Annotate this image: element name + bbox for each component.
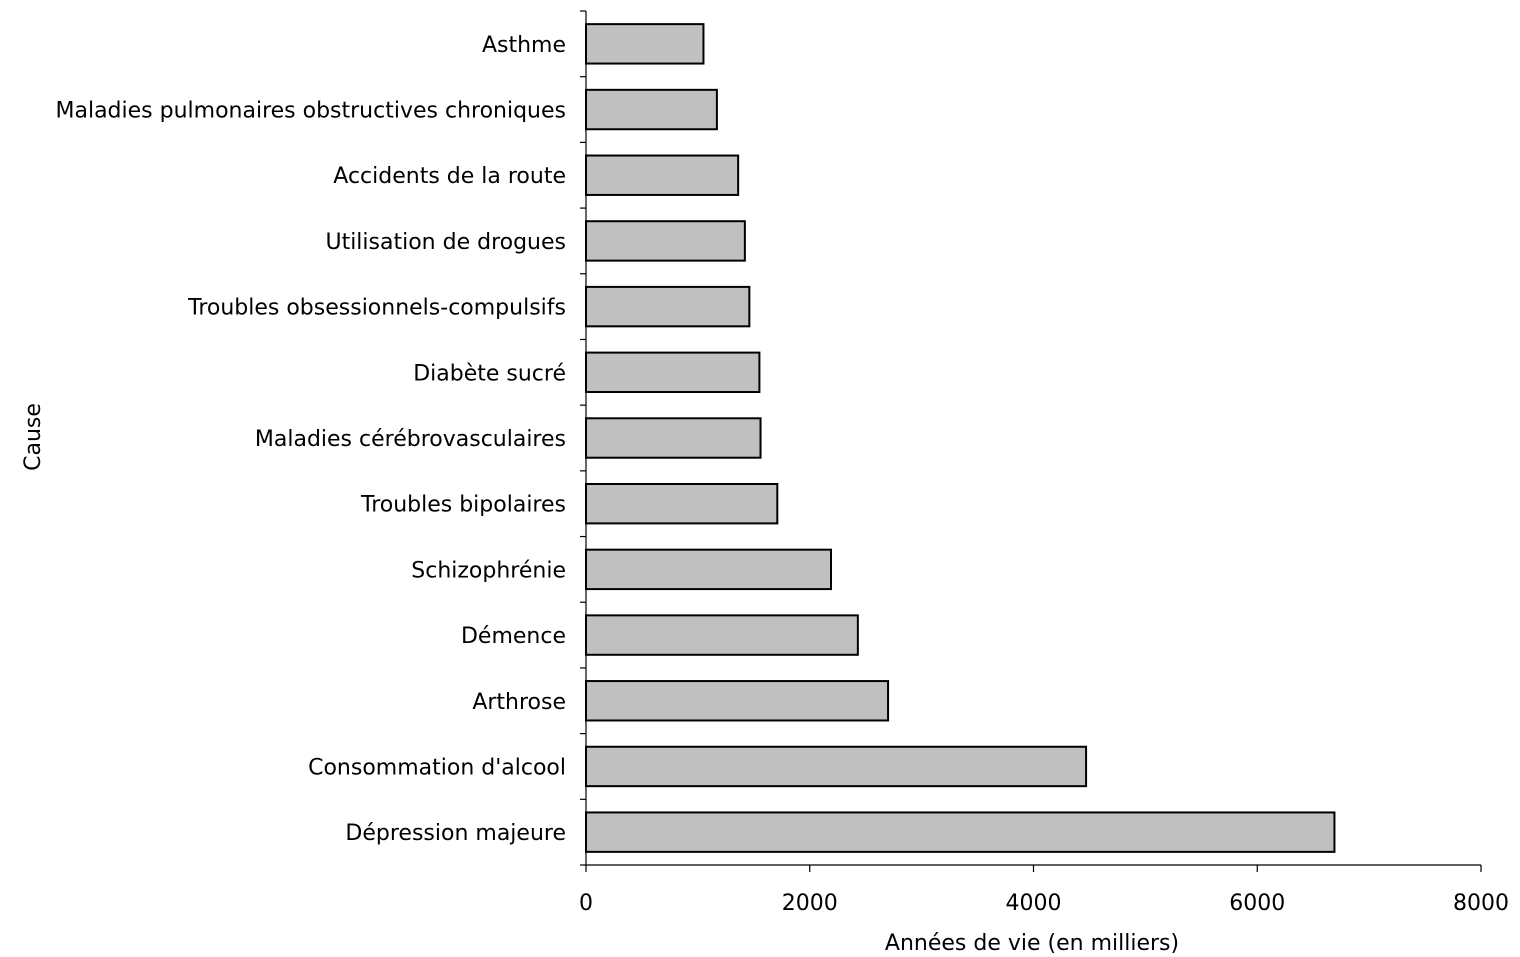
category-label: Diabète sucré: [413, 361, 566, 386]
bar: [585, 417, 762, 459]
bar: [585, 482, 779, 525]
bar: [585, 285, 751, 328]
x-tick-label: 6000: [1229, 891, 1285, 916]
category-label: Maladies cérébrovasculaires: [255, 427, 566, 452]
y-axis-title: Cause: [21, 403, 46, 471]
bar: [585, 220, 746, 262]
category-label: Dépression majeure: [345, 821, 566, 846]
x-tick-label: 8000: [1453, 891, 1509, 916]
bar: [585, 548, 833, 591]
bar: [585, 351, 761, 394]
category-label: Utilisation de drogues: [325, 230, 566, 255]
bars: [585, 23, 1336, 853]
bar: [585, 680, 890, 722]
bar: [585, 154, 740, 196]
category-label: Schizophrénie: [411, 558, 566, 583]
category-labels: Asthme Maladies pulmonaires obstructives …: [56, 33, 567, 846]
x-tick-label: 0: [579, 891, 593, 916]
category-label: Arthrose: [472, 690, 566, 715]
axes: [580, 10, 1482, 872]
x-tick-label: 2000: [782, 891, 838, 916]
category-label: Maladies pulmonaires obstructives chroni…: [56, 99, 567, 124]
x-axis-title: Années de vie (en milliers): [885, 931, 1179, 956]
bar: [585, 23, 705, 65]
category-label: Démence: [461, 624, 566, 649]
bar: [585, 745, 1088, 788]
category-label: Troubles bipolaires: [360, 493, 566, 518]
category-label: Consommation d'alcool: [308, 755, 566, 780]
x-tick-labels: 0 2000 4000 6000 8000: [579, 891, 1509, 916]
category-label: Accidents de la route: [333, 164, 566, 189]
category-label: Asthme: [482, 33, 566, 58]
bar: [585, 88, 718, 131]
bar: [585, 614, 859, 656]
bar: [585, 811, 1336, 853]
category-label: Troubles obsessionnels-compulsifs: [187, 296, 566, 321]
x-tick-label: 4000: [1006, 891, 1062, 916]
